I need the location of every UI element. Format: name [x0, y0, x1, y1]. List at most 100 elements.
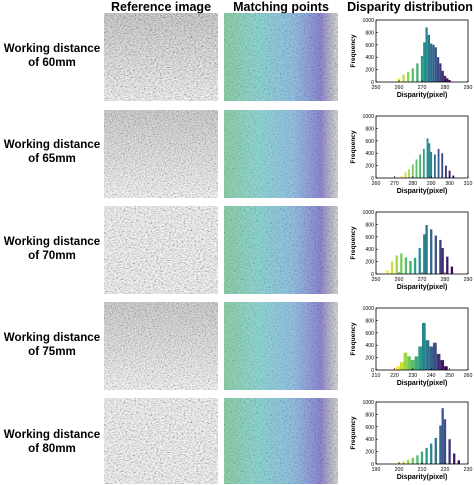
- histogram-bar: [441, 70, 444, 82]
- row-label-line1: Working distance: [3, 331, 101, 344]
- histogram-bar: [430, 229, 433, 274]
- histogram-bar: [414, 356, 419, 370]
- histogram-bar: [452, 175, 455, 178]
- histogram-bar: [423, 234, 426, 274]
- x-tick-label: 290: [464, 277, 473, 283]
- x-tick-label: 280: [408, 181, 417, 187]
- row-label-65mm: Working distance of 65mm: [0, 138, 104, 166]
- histogram-bar: [433, 154, 436, 178]
- histogram-bar: [415, 159, 418, 178]
- histogram-bar: [402, 74, 405, 82]
- disparity-histogram-60mm: 0 200 400 600 800 1000 250 260 270 280 290 Disparit…: [350, 18, 473, 99]
- histogram-bar: [430, 43, 433, 82]
- row-label-75mm: Working distance of 75mm: [0, 331, 104, 359]
- reference-image-header: Reference image: [110, 0, 212, 14]
- histogram-bar: [420, 451, 424, 464]
- histogram-bar: [448, 80, 451, 82]
- x-tick-label: 310: [464, 181, 473, 187]
- histogram-bar: [436, 353, 441, 370]
- reference-image-70mm: [104, 206, 218, 294]
- x-tick-label: 260: [464, 373, 473, 379]
- x-axis-label: Disparity(pixel): [397, 188, 448, 195]
- x-tick-label: 220: [390, 373, 399, 379]
- x-tick-label: 290: [427, 181, 436, 187]
- histogram-bar: [416, 63, 419, 82]
- histogram-bar: [441, 153, 444, 178]
- histogram-bar: [439, 425, 442, 464]
- y-tick-label: 0: [371, 272, 374, 278]
- matching-points-image-65mm: [224, 110, 338, 198]
- row-label-line2: of 65mm: [28, 152, 76, 165]
- y-axis-label: Frequency: [350, 416, 357, 449]
- y-tick-label: 200: [365, 356, 374, 362]
- x-tick-label: 270: [390, 181, 399, 187]
- x-tick-label: 260: [395, 277, 404, 283]
- y-tick-label: 1000: [362, 400, 374, 406]
- x-tick-label: 280: [441, 277, 450, 283]
- histogram-bar: [390, 261, 394, 274]
- histogram-bar: [396, 366, 400, 370]
- histogram-bar: [444, 366, 448, 370]
- y-tick-label: 1000: [362, 114, 374, 120]
- histogram-bar: [407, 356, 411, 370]
- y-tick-label: 800: [365, 222, 374, 228]
- row-label-line1: Working distance: [3, 42, 101, 55]
- x-tick-label: 250: [372, 277, 381, 283]
- histogram-bar: [440, 360, 445, 370]
- matching-points-image-75mm: [224, 302, 338, 390]
- histogram-bar: [395, 255, 398, 274]
- x-axis-label: Disparity(pixel): [397, 474, 448, 481]
- row-label-80mm: Working distance of 80mm: [0, 428, 104, 456]
- y-tick-label: 600: [365, 425, 374, 431]
- x-tick-label: 190: [372, 467, 381, 473]
- x-tick-label: 200: [395, 467, 404, 473]
- matching-points-image-80mm: [224, 398, 338, 484]
- row-label-line1: Working distance: [3, 428, 101, 441]
- y-tick-label: 0: [371, 462, 374, 468]
- histogram-bar: [418, 247, 421, 274]
- histogram-bar: [430, 151, 433, 178]
- histogram-bar: [407, 72, 410, 82]
- matching-points-header: Matching points: [233, 0, 329, 14]
- y-tick-label: 0: [371, 176, 374, 182]
- y-tick-label: 0: [371, 80, 374, 86]
- histogram-bar: [450, 266, 454, 274]
- reference-image-65mm: [104, 110, 218, 198]
- y-tick-label: 0: [371, 368, 374, 374]
- histogram-bar: [404, 257, 408, 274]
- y-tick-label: 400: [365, 437, 374, 443]
- y-tick-label: 600: [365, 235, 374, 241]
- histogram-bar: [441, 247, 444, 274]
- row-label-60mm: Working distance of 60mm: [0, 42, 104, 70]
- histogram-bar: [448, 439, 451, 464]
- x-tick-label: 230: [408, 373, 417, 379]
- x-tick-label: 210: [372, 373, 381, 379]
- row-label-line2: of 70mm: [28, 249, 76, 262]
- histogram-bar: [419, 154, 422, 178]
- y-tick-label: 600: [365, 43, 374, 49]
- plot-frame: [375, 115, 469, 179]
- row-label-line2: of 60mm: [28, 56, 76, 69]
- histogram-bar: [426, 138, 429, 178]
- histogram-bar: [407, 459, 410, 464]
- y-tick-label: 400: [365, 343, 374, 349]
- histogram-bar: [446, 256, 449, 274]
- histogram-bar: [433, 342, 437, 370]
- histogram-bar: [408, 169, 411, 178]
- x-tick-label: 230: [464, 467, 473, 473]
- plot-frame: [375, 307, 469, 371]
- y-axis-label: Frequency: [350, 322, 357, 355]
- histogram-bar: [422, 322, 426, 370]
- x-tick-label: 240: [427, 373, 436, 379]
- y-tick-label: 600: [365, 331, 374, 337]
- x-tick-label: 270: [418, 277, 427, 283]
- x-tick-label: 300: [445, 181, 454, 187]
- histogram-bar: [427, 34, 431, 82]
- x-tick-label: 290: [464, 85, 473, 91]
- y-tick-label: 200: [365, 450, 374, 456]
- y-tick-label: 200: [365, 260, 374, 266]
- histogram-bar: [441, 408, 444, 464]
- x-axis-label: Disparity(pixel): [397, 380, 448, 387]
- y-axis-label: Frequency: [350, 130, 357, 163]
- histogram-bar: [439, 63, 442, 82]
